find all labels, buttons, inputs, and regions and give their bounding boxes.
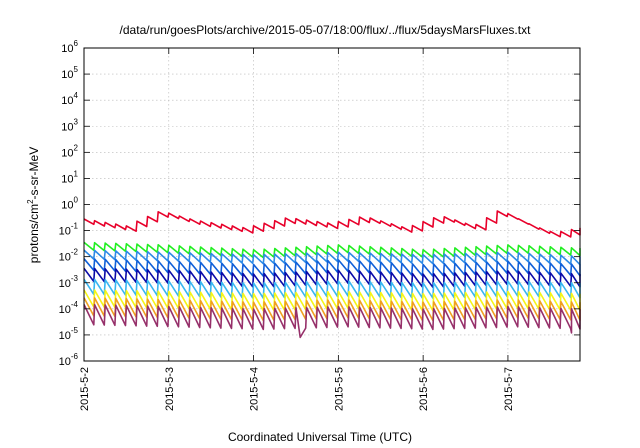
- y-tick-exponent: 3: [74, 117, 79, 126]
- y-tick-label: 102: [61, 143, 78, 159]
- y-tick-exponent: 1: [74, 169, 79, 178]
- y-tick-base: 10: [61, 121, 73, 133]
- y-tick-label: 100: [61, 196, 78, 212]
- y-tick-base: 10: [59, 252, 71, 264]
- series-line-9: [83, 303, 581, 339]
- x-tick-label: 2015-5-7: [503, 367, 515, 411]
- x-tick-label: 2015-5-4: [249, 367, 261, 411]
- y-axis-label-main: protons/cm: [27, 204, 41, 263]
- y-tick-exponent: 0: [74, 196, 79, 205]
- y-tick-label: 10-4: [59, 300, 79, 316]
- y-tick-exponent: -3: [71, 274, 79, 283]
- chart-title: /data/run/goesPlots/archive/2015-05-07/1…: [120, 23, 532, 37]
- y-tick-base: 10: [61, 173, 73, 185]
- y-tick-base: 10: [59, 330, 71, 342]
- x-tick-labels: 2015-5-2 2015-5-3 2015-5-4 2015-5-5 2015-5-6…: [79, 367, 515, 411]
- y-tick-base: 10: [61, 147, 73, 159]
- y-tick-label: 10-1: [59, 222, 79, 238]
- y-tick-label: 10-5: [59, 326, 79, 342]
- series-layer: [83, 210, 581, 339]
- y-tick-base: 10: [61, 200, 73, 212]
- y-tick-base: 10: [59, 304, 71, 316]
- x-tick-label: 2015-5-2: [79, 367, 91, 411]
- y-tick-exponent: -5: [71, 326, 79, 335]
- y-tick-base: 10: [59, 356, 71, 368]
- y-tick-label: 105: [61, 65, 78, 81]
- y-tick-exponent: 2: [74, 143, 79, 152]
- y-tick-exponent: 4: [74, 91, 79, 100]
- x-tick-label: 2015-5-6: [418, 367, 430, 411]
- y-tick-label: 106: [61, 39, 78, 55]
- y-tick-label: 101: [61, 169, 78, 185]
- y-tick-base: 10: [61, 43, 73, 55]
- y-tick-label: 10-6: [59, 352, 79, 368]
- x-tick-label: 2015-5-3: [164, 367, 176, 411]
- ticks: [83, 47, 580, 362]
- y-tick-exponent: -1: [71, 222, 79, 231]
- y-tick-base: 10: [59, 226, 71, 238]
- y-tick-label: 104: [61, 91, 78, 107]
- x-axis-label: Coordinated Universal Time (UTC): [228, 430, 412, 444]
- y-tick-exponent: 6: [74, 39, 79, 48]
- y-axis-label-tail: -s-sr-MeV: [27, 147, 41, 200]
- x-tick-label: 2015-5-5: [333, 367, 345, 411]
- series-line-1: [83, 210, 581, 238]
- y-tick-labels: 10610510410310210110010-110-210-310-410-…: [59, 39, 79, 368]
- y-tick-exponent: -2: [71, 248, 79, 257]
- y-tick-base: 10: [61, 95, 73, 107]
- y-tick-label: 103: [61, 117, 78, 133]
- y-tick-exponent: 5: [74, 65, 79, 74]
- y-tick-exponent: -4: [71, 300, 79, 309]
- y-tick-exponent: -6: [71, 352, 79, 361]
- y-tick-base: 10: [59, 278, 71, 290]
- y-tick-label: 10-3: [59, 274, 79, 290]
- y-axis-label-sup: 2: [26, 199, 35, 204]
- y-axis-label: protons/cm2-s-sr-MeV: [26, 147, 41, 263]
- y-tick-base: 10: [61, 69, 73, 81]
- y-tick-label: 10-2: [59, 248, 79, 264]
